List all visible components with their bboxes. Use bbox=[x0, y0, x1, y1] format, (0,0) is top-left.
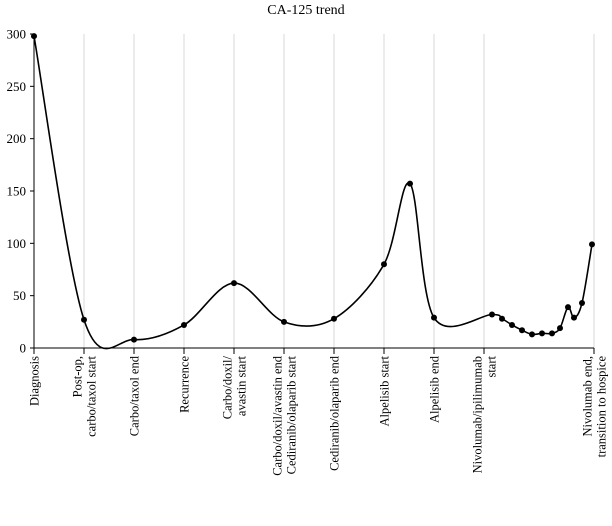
data-point-16 bbox=[549, 330, 555, 336]
x-tick-label-3: Recurrence bbox=[178, 356, 192, 413]
x-tick-label-1-line-0: Post-op, bbox=[71, 356, 85, 397]
x-tick-label-9: Nivolumab/ipilimumab start bbox=[471, 355, 499, 473]
ca125-trend-chart: CA-125 trend 0 50 100 150 200 250 300 Diagnosis… bbox=[0, 0, 612, 526]
x-tick-label-9-line-1: start bbox=[485, 355, 499, 377]
data-point-7 bbox=[381, 261, 387, 267]
x-tick-label-9-line-0: Nivolumab/ipilimumab bbox=[471, 356, 485, 473]
data-point-5 bbox=[281, 319, 287, 325]
x-tick-label-7-line-0: Alpelisib start bbox=[378, 355, 392, 426]
x-tick-label-3-line-0: Recurrence bbox=[178, 356, 192, 413]
data-point-17 bbox=[557, 325, 563, 331]
data-point-0 bbox=[31, 33, 37, 39]
x-tick-label-5-line-0: Carbo/doxil/avastin end bbox=[271, 355, 285, 476]
data-point-8 bbox=[407, 181, 413, 187]
data-point-1 bbox=[81, 317, 87, 323]
x-tick-label-0: Diagnosis bbox=[28, 356, 42, 406]
data-point-15 bbox=[539, 330, 545, 336]
chart-title: CA-125 trend bbox=[267, 3, 344, 18]
data-point-14 bbox=[529, 331, 535, 337]
x-tick-label-1: Post-op, carbo/taxol start bbox=[71, 355, 99, 436]
x-tick-label-10-line-1: transition to hospice bbox=[595, 356, 609, 458]
data-point-10 bbox=[489, 312, 495, 318]
tick-labels: 0 50 100 150 200 250 300 Diagnosis Post-op, carbo… bbox=[7, 27, 609, 476]
x-tick-label-5-line-1: Cediranib/olaparib start bbox=[285, 355, 299, 474]
data-point-4 bbox=[231, 280, 237, 286]
x-tick-label-10-line-0: Nivolumab end, bbox=[581, 356, 595, 437]
data-points bbox=[31, 33, 595, 343]
x-tick-label-8: Alpelisib end bbox=[428, 355, 442, 423]
x-tick-label-2: Carbo/taxol end bbox=[128, 355, 142, 436]
y-tick-label-0: 0 bbox=[20, 341, 27, 356]
x-tick-label-2-line-0: Carbo/taxol end bbox=[128, 355, 142, 436]
y-tick-label-6: 300 bbox=[7, 27, 27, 42]
x-tick-label-7: Alpelisib start bbox=[378, 355, 392, 426]
data-point-13 bbox=[519, 327, 525, 333]
x-tick-label-0-line-0: Diagnosis bbox=[28, 356, 42, 406]
data-point-19 bbox=[571, 315, 577, 321]
x-tick-label-8-line-0: Alpelisib end bbox=[428, 355, 442, 423]
y-tick-label-5: 250 bbox=[7, 79, 27, 94]
y-tick-label-1: 50 bbox=[13, 288, 26, 303]
data-point-21 bbox=[589, 241, 595, 247]
data-point-18 bbox=[565, 304, 571, 310]
series-line-ca125 bbox=[34, 36, 592, 348]
y-tick-label-4: 200 bbox=[7, 131, 27, 146]
grid-lines bbox=[84, 34, 594, 348]
y-tick-label-3: 150 bbox=[7, 184, 27, 199]
data-point-2 bbox=[131, 337, 137, 343]
x-tick-label-6-line-0: Cediranib/olaparib end bbox=[328, 355, 342, 471]
x-tick-label-4-line-1: avastin start bbox=[235, 355, 249, 416]
data-point-9 bbox=[431, 315, 437, 321]
x-tick-label-1-line-1: carbo/taxol start bbox=[85, 355, 99, 436]
x-tick-label-10: Nivolumab end, transition to hospice bbox=[581, 356, 609, 458]
x-tick-label-4: Carbo/doxil/avastin start bbox=[221, 355, 249, 419]
x-tick-label-6: Cediranib/olaparib end bbox=[328, 355, 342, 471]
data-point-3 bbox=[181, 322, 187, 328]
data-point-11 bbox=[499, 316, 505, 322]
data-point-12 bbox=[509, 322, 515, 328]
axes bbox=[30, 34, 594, 354]
data-point-6 bbox=[331, 316, 337, 322]
y-tick-label-2: 100 bbox=[7, 236, 27, 251]
data-point-20 bbox=[579, 300, 585, 306]
x-tick-label-4-line-0: Carbo/doxil/ bbox=[221, 355, 235, 419]
x-tick-label-5: Carbo/doxil/avastin end Cediranib/olapari… bbox=[271, 355, 299, 476]
